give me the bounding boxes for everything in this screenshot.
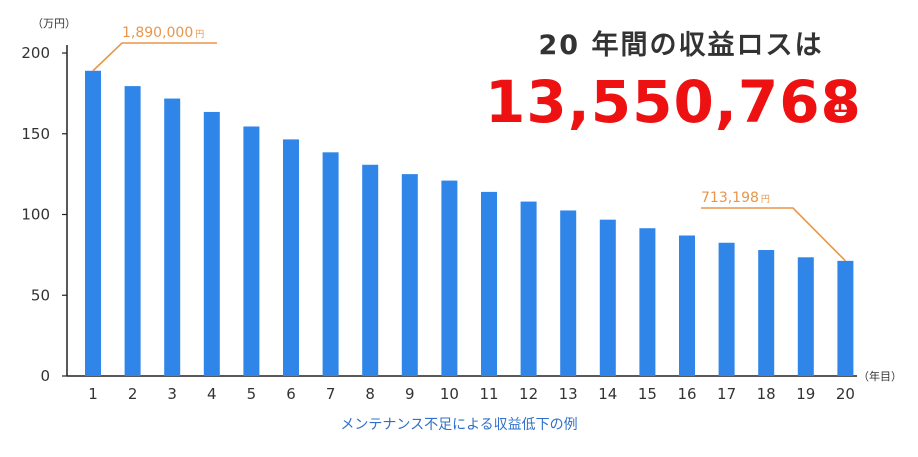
y-tick-label: 100 — [21, 206, 50, 224]
y-axis-unit-label: （万円） — [32, 17, 76, 30]
bar-year-8 — [362, 164, 379, 376]
bar-year-18 — [758, 250, 775, 376]
bar-year-17 — [718, 242, 735, 376]
headline-title: 20 年間の収益ロスは — [539, 29, 824, 61]
bar-year-16 — [679, 235, 695, 376]
x-axis-ticks: 1 2 3 4 5 6 7 8 9 10 11 12 13 14 15 16 17 18 19 20 — [88, 385, 855, 403]
callout-unit: 円 — [195, 29, 204, 40]
bar-year-5 — [243, 126, 260, 376]
loss-total-value: 13,550,768 — [485, 68, 862, 136]
bar-year-20 — [837, 260, 854, 376]
x-tick-label: 8 — [365, 385, 375, 403]
x-tick-label: 4 — [207, 385, 217, 403]
bar-year-3 — [164, 98, 181, 376]
x-tick-label: 13 — [559, 385, 578, 403]
x-tick-label: 17 — [717, 385, 736, 403]
bar-year-11 — [481, 191, 497, 376]
bar-year-9 — [401, 174, 418, 376]
bar-year-1 — [85, 70, 101, 376]
x-tick-label: 9 — [405, 385, 415, 403]
x-tick-label: 20 — [836, 385, 855, 403]
chart-caption: メンテナンス不足による収益低下の例 — [340, 417, 577, 433]
bar-year-10 — [441, 180, 458, 376]
callout-unit: 円 — [761, 194, 770, 205]
x-tick-label: 6 — [286, 385, 296, 403]
x-tick-label: 18 — [757, 385, 776, 403]
callout-leader-line — [701, 207, 846, 262]
x-tick-label: 16 — [677, 385, 696, 403]
bar-year-15 — [639, 228, 656, 376]
callout-value: 713,198 円 — [701, 190, 770, 206]
bar-year-6 — [283, 139, 299, 376]
callouts: 1,890,000 円 713,198 円 — [92, 25, 846, 262]
y-tick-label: 150 — [21, 125, 50, 143]
y-tick-label: 0 — [40, 367, 50, 385]
bar-series — [85, 70, 854, 377]
bar-year-13 — [560, 210, 577, 376]
x-tick-label: 5 — [247, 385, 257, 403]
x-tick-label: 1 — [88, 385, 98, 403]
x-tick-label: 14 — [598, 385, 617, 403]
bar-year-12 — [520, 201, 537, 376]
x-tick-label: 12 — [519, 385, 538, 403]
x-tick-label: 7 — [326, 385, 336, 403]
y-axis-ticks: 0 50 100 150 200 — [21, 44, 67, 385]
x-tick-label: 11 — [479, 385, 498, 403]
x-tick-label: 2 — [128, 385, 138, 403]
loss-total-unit: 円 — [829, 100, 851, 125]
x-tick-label: 15 — [638, 385, 657, 403]
bar-year-19 — [797, 257, 814, 376]
x-axis-unit-label: （年目） — [858, 369, 902, 383]
callout-leader-line — [92, 42, 217, 72]
y-tick-label: 200 — [21, 44, 50, 62]
bar-year-2 — [124, 86, 141, 377]
x-tick-label: 19 — [796, 385, 815, 403]
callout-value: 1,890,000 円 — [122, 25, 204, 41]
bar-year-14 — [599, 219, 616, 376]
bar-year-7 — [322, 152, 339, 376]
x-tick-label: 10 — [440, 385, 459, 403]
y-tick-label: 50 — [31, 286, 50, 304]
x-tick-label: 3 — [167, 385, 177, 403]
bar-year-4 — [203, 111, 220, 376]
